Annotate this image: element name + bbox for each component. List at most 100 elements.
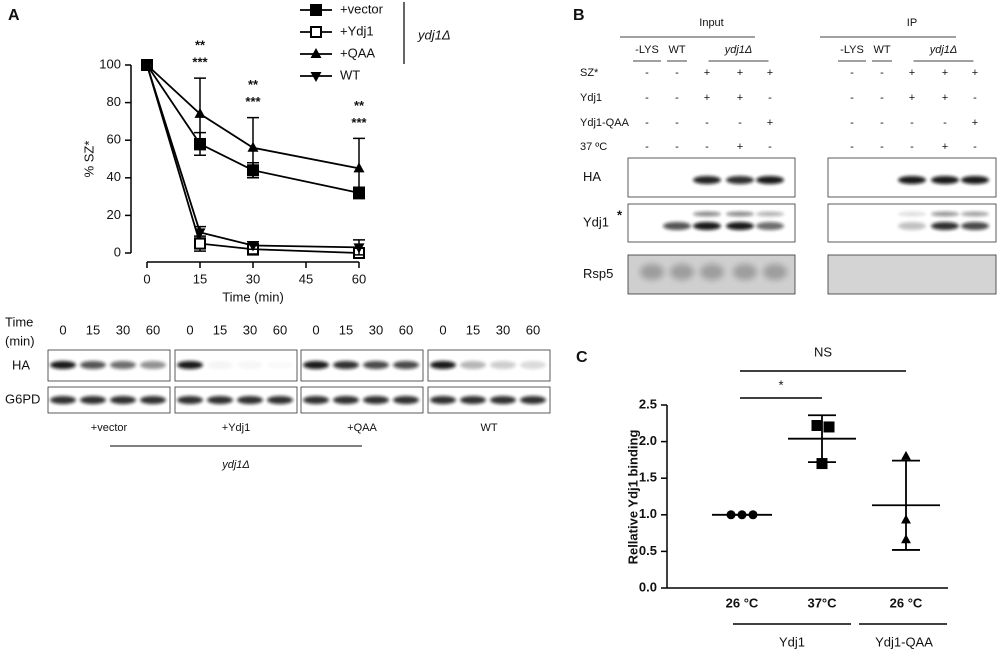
marker — [310, 72, 322, 82]
matrix-cell: - — [645, 67, 649, 79]
significance: *** — [245, 94, 261, 109]
matrix-cell: + — [737, 141, 743, 153]
band — [393, 396, 419, 404]
y-tick-label: 2.5 — [639, 396, 657, 411]
time-label: (min) — [5, 333, 35, 348]
band — [177, 361, 203, 369]
matrix-cell: - — [675, 117, 679, 129]
y-axis-title: % SZ* — [81, 141, 96, 178]
panel-label: A — [8, 7, 20, 24]
matrix-cell: - — [768, 92, 772, 104]
time-value: 30 — [116, 322, 130, 337]
marker — [353, 243, 365, 254]
blot-frame — [174, 386, 298, 414]
lane-label: WT — [873, 44, 890, 56]
band — [726, 222, 754, 230]
matrix-cell: + — [909, 92, 915, 104]
band — [961, 176, 989, 184]
band — [520, 396, 546, 404]
matrix-cell: - — [880, 117, 884, 129]
band — [50, 396, 76, 404]
band — [756, 222, 784, 230]
blot-frame — [300, 386, 424, 414]
band — [460, 396, 486, 404]
band — [898, 176, 926, 184]
band — [237, 396, 263, 404]
band — [961, 222, 989, 230]
lane-label: -LYS — [635, 44, 659, 56]
x-tick-label: 60 — [352, 271, 366, 286]
blot-frame — [827, 157, 997, 198]
legend-label: +Ydj1 — [340, 23, 374, 38]
matrix-cell: - — [850, 67, 854, 79]
matrix-cell: - — [645, 92, 649, 104]
matrix-cell: - — [850, 92, 854, 104]
matrix-cell: + — [737, 67, 743, 79]
matrix-cell: - — [943, 117, 947, 129]
matrix-cell: - — [910, 141, 914, 153]
band — [267, 396, 293, 404]
time-value: 60 — [399, 322, 413, 337]
band — [237, 361, 263, 369]
blot-frame — [627, 254, 796, 295]
significance: *** — [192, 55, 208, 70]
band — [207, 361, 233, 369]
significance: ** — [195, 38, 206, 53]
x-tick-label: 45 — [299, 271, 313, 286]
y-tick-label: 2.0 — [639, 433, 657, 448]
matrix-cell: + — [737, 92, 743, 104]
y-tick-label: 0.0 — [639, 579, 657, 594]
legend-group: ydj1Δ — [417, 27, 451, 42]
band — [207, 396, 233, 404]
time-value: 15 — [213, 322, 227, 337]
lane-label: +QAA — [347, 422, 377, 434]
matrix-cell: - — [705, 117, 709, 129]
y-tick-label: 60 — [107, 132, 121, 147]
band — [393, 361, 419, 369]
time-value: 0 — [312, 322, 319, 337]
time-value: 15 — [86, 322, 100, 337]
panel-label: B — [573, 7, 585, 24]
marker — [247, 141, 259, 152]
lane-label: +vector — [91, 422, 128, 434]
matrix-cell: - — [675, 92, 679, 104]
band — [756, 176, 784, 184]
band — [363, 361, 389, 369]
band — [733, 264, 757, 280]
band — [460, 361, 486, 369]
band — [693, 222, 721, 230]
error-bar — [892, 459, 920, 551]
band — [363, 396, 389, 404]
time-label: Time — [5, 314, 33, 329]
series-line — [146, 64, 360, 170]
matrix-cell: - — [850, 141, 854, 153]
band — [520, 361, 546, 369]
time-value: 60 — [526, 322, 540, 337]
band — [110, 361, 136, 369]
marker — [310, 48, 322, 58]
blot-background — [828, 255, 996, 294]
matrix-cell: + — [942, 67, 948, 79]
x-tick-label: 15 — [193, 271, 207, 286]
band — [80, 361, 106, 369]
matrix-cell: + — [767, 67, 773, 79]
y-tick-label: 80 — [107, 94, 121, 109]
blot-frame — [627, 203, 796, 243]
matrix-cell: + — [909, 67, 915, 79]
lane-label: WT — [668, 44, 685, 56]
y-tick-label: 0.5 — [639, 543, 657, 558]
lane-label: +Ydj1 — [222, 422, 250, 434]
marker — [310, 26, 322, 38]
time-value: 0 — [439, 322, 446, 337]
marker — [811, 419, 823, 431]
matrix-cell: - — [910, 117, 914, 129]
band — [961, 211, 989, 217]
matrix-cell: - — [973, 141, 977, 153]
marker — [823, 421, 835, 433]
y-tick-label: 40 — [107, 169, 121, 184]
band — [763, 264, 787, 280]
band — [726, 176, 754, 184]
asterisk: * — [617, 207, 623, 222]
lane-label: ydj1Δ — [929, 44, 958, 56]
band — [490, 361, 516, 369]
